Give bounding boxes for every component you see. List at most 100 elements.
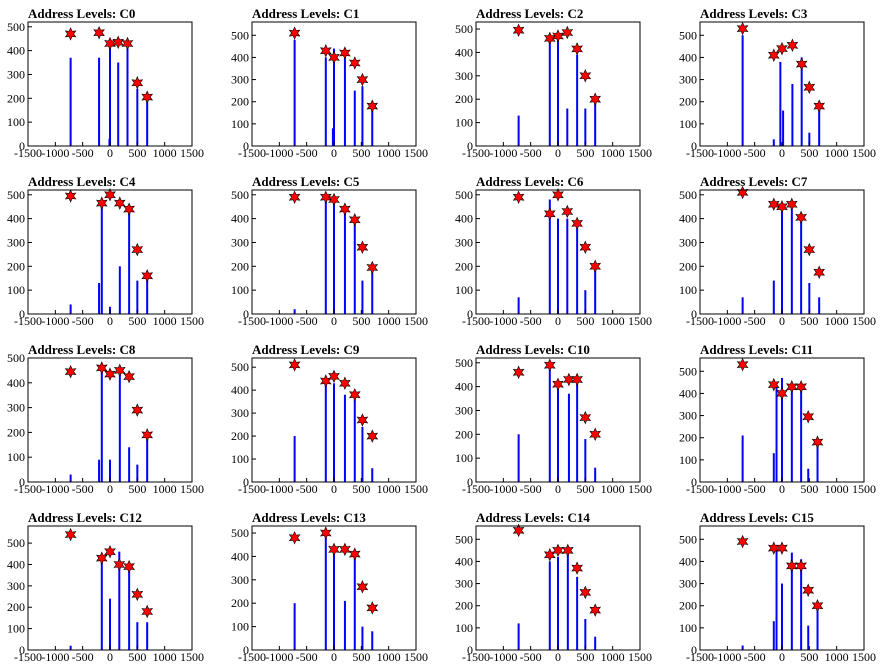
peak-marker: [95, 361, 108, 375]
x-tick-label: -1500: [14, 146, 42, 160]
x-tick-label: 500: [576, 314, 594, 328]
chart-panel: Address Levels: C60100200300400500-1500-…: [455, 174, 652, 328]
y-tick-label: 200: [679, 431, 697, 445]
x-tick-label: 1500: [180, 650, 204, 664]
peak-marker: [552, 188, 564, 202]
peak-marker: [123, 559, 135, 574]
chart-title: Address Levels: C10: [476, 342, 590, 357]
y-tick-label: 0: [243, 475, 249, 489]
chart-title: Address Levels: C6: [476, 174, 584, 189]
y-tick-label: 300: [455, 403, 473, 417]
x-tick-label: -1000: [265, 146, 293, 160]
peak-marker: [339, 376, 351, 391]
y-tick-label: 200: [679, 599, 697, 613]
x-tick-label: 1000: [825, 314, 849, 328]
y-tick-label: 500: [455, 22, 473, 36]
peak-marker: [795, 559, 807, 573]
chart-title: Address Levels: C11: [700, 342, 813, 357]
x-tick-label: 500: [352, 146, 370, 160]
peak-marker: [543, 358, 556, 372]
x-tick-label: -500: [744, 650, 766, 664]
x-tick-label: 1000: [153, 314, 177, 328]
x-tick-label: 1500: [404, 146, 428, 160]
y-tick-label: 300: [7, 401, 25, 415]
x-tick-label: -1500: [238, 482, 266, 496]
y-tick-label: 400: [455, 45, 473, 59]
y-tick-label: 400: [231, 212, 249, 226]
chart-panel: Address Levels: C40100200300400500-1500-…: [7, 174, 204, 328]
y-tick-label: 100: [231, 283, 249, 297]
x-tick-label: -500: [296, 146, 318, 160]
x-tick-label: 1000: [601, 146, 625, 160]
x-tick-label: 1500: [852, 482, 876, 496]
peak-marker: [93, 25, 105, 40]
y-tick-label: 500: [679, 532, 697, 546]
x-tick-label: 1500: [628, 650, 652, 664]
chart-title: Address Levels: C8: [28, 342, 136, 357]
y-tick-label: 100: [679, 283, 697, 297]
peak-marker: [113, 557, 126, 572]
peak-marker: [113, 196, 126, 210]
peak-marker: [319, 44, 332, 58]
x-tick-label: 500: [128, 146, 146, 160]
chart-title: Address Levels: C0: [28, 6, 135, 21]
peak-marker: [552, 543, 564, 558]
peak-marker: [802, 409, 815, 424]
peak-marker: [561, 25, 574, 40]
peak-marker: [328, 50, 340, 65]
y-tick-label: 400: [455, 554, 473, 568]
x-tick-label: 1000: [825, 482, 849, 496]
peak-marker: [802, 583, 815, 597]
y-tick-label: 400: [231, 383, 249, 397]
y-tick-label: 500: [455, 356, 473, 370]
peak-marker: [123, 202, 135, 216]
x-tick-label: 1500: [180, 482, 204, 496]
peak-marker: [767, 197, 780, 212]
x-tick-label: 500: [128, 314, 146, 328]
chart-title: Address Levels: C15: [700, 510, 814, 525]
peak-marker: [288, 190, 301, 204]
x-tick-label: -1000: [489, 146, 517, 160]
y-tick-label: 400: [455, 212, 473, 226]
x-tick-label: 1000: [377, 482, 401, 496]
y-tick-label: 200: [231, 259, 249, 273]
x-tick-label: -1500: [238, 650, 266, 664]
peak-marker: [561, 204, 574, 219]
peak-marker: [356, 72, 369, 87]
x-tick-label: -500: [72, 314, 94, 328]
plot-frame: [27, 189, 193, 315]
peak-marker: [571, 372, 583, 387]
y-tick-label: 100: [455, 451, 473, 465]
peak-marker: [795, 210, 807, 225]
x-tick-label: 1000: [153, 146, 177, 160]
chart-panel: Address Levels: C14 0 100 200 300 400 500 -1500…: [455, 510, 652, 664]
x-tick-label: 1000: [377, 314, 401, 328]
chart-panel: Address Levels: C15 0 100 200 300 400 500 -1500…: [679, 510, 876, 664]
x-tick-label: -500: [296, 650, 318, 664]
peak-marker: [589, 259, 602, 274]
y-tick-label: 200: [455, 92, 473, 106]
peak-marker: [328, 192, 340, 207]
peak-marker: [64, 527, 77, 542]
peak-marker: [579, 585, 592, 600]
x-tick-label: 0: [331, 314, 337, 328]
y-tick-label: 500: [455, 188, 473, 202]
peak-marker: [366, 601, 379, 615]
chart-title: Address Levels: C3: [700, 6, 808, 21]
peak-marker: [803, 242, 816, 257]
x-tick-label: -1000: [265, 482, 293, 496]
x-tick-label: -1000: [265, 650, 293, 664]
chart-panel: Address Levels: C90100200300400500-1500-…: [231, 342, 428, 496]
peak-marker: [785, 380, 798, 394]
peak-marker: [339, 46, 351, 60]
peak-marker: [288, 358, 301, 372]
peak-marker: [776, 41, 788, 56]
peak-marker: [803, 80, 816, 95]
x-tick-label: 0: [555, 650, 561, 664]
x-tick-label: -500: [744, 482, 766, 496]
peak-marker: [785, 559, 798, 573]
peak-marker: [64, 27, 77, 41]
y-tick-label: 300: [7, 67, 25, 81]
peak-marker: [131, 242, 144, 257]
